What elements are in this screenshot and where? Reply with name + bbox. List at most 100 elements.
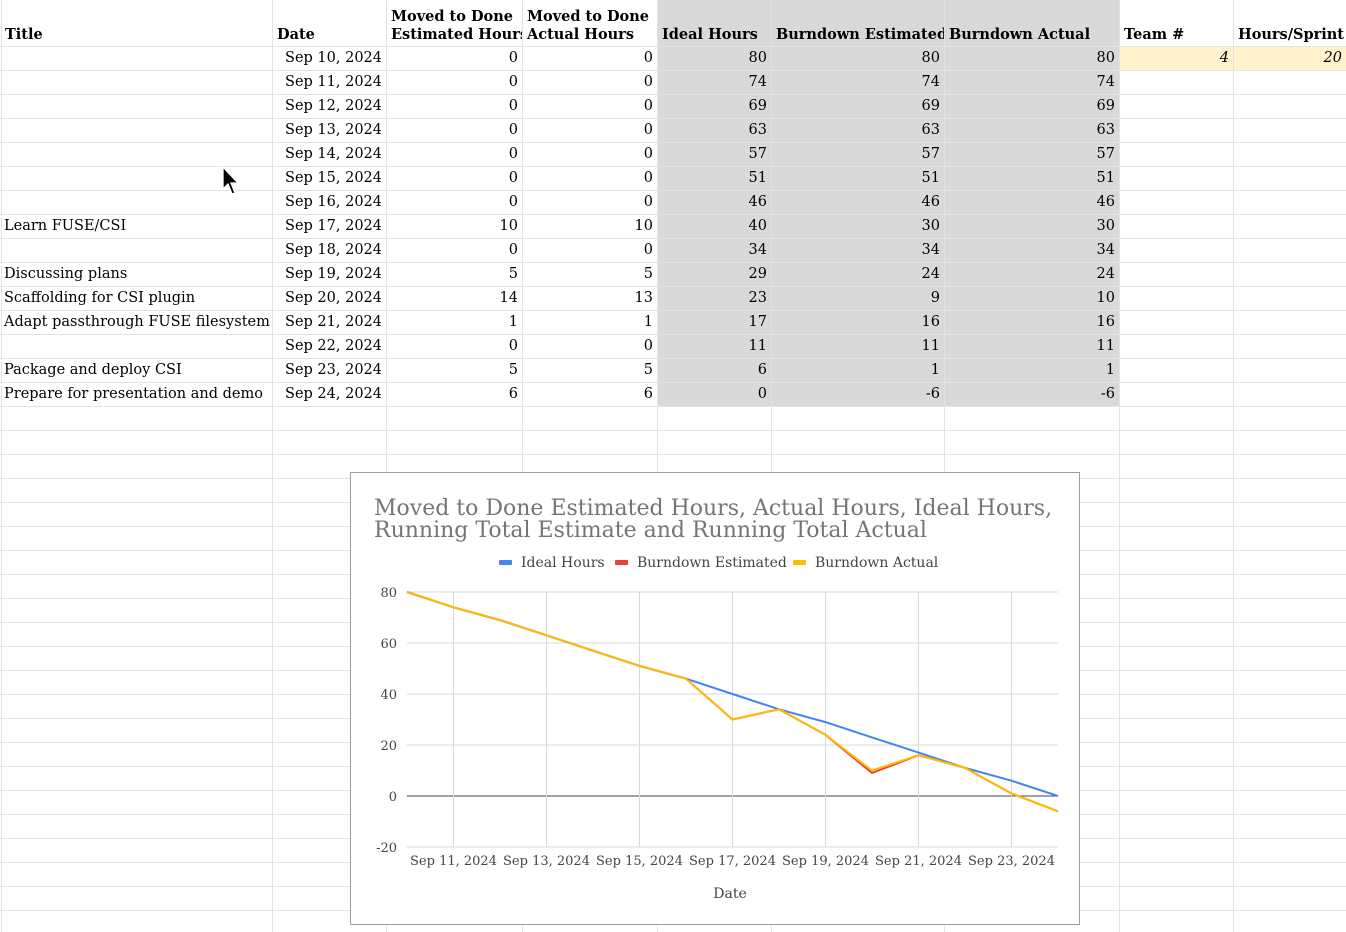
cell-est[interactable]: 0 <box>508 74 518 90</box>
cell-burn-est[interactable]: 80 <box>921 50 940 66</box>
cell-act[interactable]: 1 <box>643 314 653 330</box>
cell-title[interactable] <box>0 143 272 166</box>
header-est[interactable]: Moved to Done Estimated Hours <box>386 0 522 46</box>
cell-ideal[interactable]: 51 <box>748 170 767 186</box>
cell-est[interactable]: 0 <box>508 170 518 186</box>
cell-burn-est[interactable]: -6 <box>925 386 940 402</box>
cell-act[interactable]: 0 <box>643 242 653 258</box>
cell-date[interactable]: Sep 16, 2024 <box>285 194 382 210</box>
cell-date[interactable]: Sep 23, 2024 <box>285 362 382 378</box>
cell-est[interactable]: 14 <box>499 290 518 306</box>
cell-burn-est[interactable]: 63 <box>921 122 940 138</box>
cell-est[interactable]: 0 <box>508 50 518 66</box>
cell-ideal[interactable]: 80 <box>748 50 767 66</box>
cell-burn-est[interactable]: 51 <box>921 170 940 186</box>
cell-burn-est[interactable]: 30 <box>921 218 940 234</box>
header-burn-est[interactable]: Burndown Estimated <box>771 0 944 46</box>
cell-ideal[interactable]: 57 <box>748 146 767 162</box>
hours-per-sprint-cell[interactable]: 20 <box>1323 50 1342 66</box>
cell-est[interactable]: 6 <box>508 386 518 402</box>
cell-ideal[interactable]: 34 <box>748 242 767 258</box>
cell-act[interactable]: 0 <box>643 122 653 138</box>
cell-date[interactable]: Sep 14, 2024 <box>285 146 382 162</box>
cell-burn-act[interactable]: 80 <box>1096 50 1115 66</box>
cell-act[interactable]: 10 <box>634 218 653 234</box>
header-ideal[interactable]: Ideal Hours <box>657 0 771 46</box>
cell-date[interactable]: Sep 17, 2024 <box>285 218 382 234</box>
cell-act[interactable]: 13 <box>634 290 653 306</box>
cell-ideal[interactable]: 46 <box>748 194 767 210</box>
cell-date[interactable]: Sep 15, 2024 <box>285 170 382 186</box>
cell-burn-act[interactable]: 69 <box>1096 98 1115 114</box>
cell-ideal[interactable]: 69 <box>748 98 767 114</box>
cell-act[interactable]: 5 <box>643 266 653 282</box>
cell-burn-act[interactable]: 11 <box>1096 338 1115 354</box>
cell-burn-act[interactable]: 30 <box>1096 218 1115 234</box>
cell-est[interactable]: 1 <box>508 314 518 330</box>
cell-date[interactable]: Sep 18, 2024 <box>285 242 382 258</box>
cell-title[interactable]: Adapt passthrough FUSE filesystem <box>4 314 270 330</box>
cell-ideal[interactable]: 29 <box>748 266 767 282</box>
cell-est[interactable]: 0 <box>508 338 518 354</box>
cell-burn-act[interactable]: 74 <box>1096 74 1115 90</box>
cell-title[interactable]: Learn FUSE/CSI <box>4 218 127 234</box>
cell-burn-act[interactable]: 63 <box>1096 122 1115 138</box>
cell-ideal[interactable]: 17 <box>748 314 767 330</box>
cell-title[interactable] <box>0 119 272 142</box>
cell-burn-act[interactable]: 16 <box>1096 314 1115 330</box>
cell-est[interactable]: 0 <box>508 146 518 162</box>
cell-burn-act[interactable]: 57 <box>1096 146 1115 162</box>
cell-act[interactable]: 5 <box>643 362 653 378</box>
cell-burn-act[interactable]: 10 <box>1096 290 1115 306</box>
cell-act[interactable]: 0 <box>643 74 653 90</box>
cell-burn-act[interactable]: 51 <box>1096 170 1115 186</box>
cell-burn-est[interactable]: 9 <box>930 290 940 306</box>
cell-burn-est[interactable]: 34 <box>921 242 940 258</box>
cell-est[interactable]: 0 <box>508 242 518 258</box>
cell-date[interactable]: Sep 12, 2024 <box>285 98 382 114</box>
cell-act[interactable]: 0 <box>643 98 653 114</box>
cell-act[interactable]: 0 <box>643 338 653 354</box>
cell-title[interactable] <box>0 335 272 358</box>
cell-burn-est[interactable]: 57 <box>921 146 940 162</box>
cell-ideal[interactable]: 11 <box>748 338 767 354</box>
cell-burn-act[interactable]: 1 <box>1105 362 1115 378</box>
cell-act[interactable]: 0 <box>643 170 653 186</box>
cell-burn-est[interactable]: 11 <box>921 338 940 354</box>
cell-est[interactable]: 0 <box>508 194 518 210</box>
cell-est[interactable]: 10 <box>499 218 518 234</box>
cell-date[interactable]: Sep 11, 2024 <box>285 74 382 90</box>
burndown-chart[interactable]: Moved to Done Estimated Hours, Actual Ho… <box>350 472 1080 925</box>
cell-date[interactable]: Sep 21, 2024 <box>285 314 382 330</box>
cell-date[interactable]: Sep 19, 2024 <box>285 266 382 282</box>
cell-title[interactable] <box>0 239 272 262</box>
cell-est[interactable]: 5 <box>508 266 518 282</box>
cell-date[interactable]: Sep 22, 2024 <box>285 338 382 354</box>
header-act[interactable]: Moved to Done Actual Hours <box>522 0 657 46</box>
cell-ideal[interactable]: 40 <box>748 218 767 234</box>
header-hours-sprint[interactable]: Hours/Sprint <box>1233 0 1346 46</box>
cell-burn-est[interactable]: 1 <box>930 362 940 378</box>
cell-burn-est[interactable]: 69 <box>921 98 940 114</box>
cell-title[interactable]: Package and deploy CSI <box>4 362 182 378</box>
cell-date[interactable]: Sep 24, 2024 <box>285 386 382 402</box>
cell-burn-est[interactable]: 74 <box>921 74 940 90</box>
cell-title[interactable]: Scaffolding for CSI plugin <box>4 290 196 306</box>
cell-burn-act[interactable]: 46 <box>1096 194 1115 210</box>
cell-est[interactable]: 0 <box>508 122 518 138</box>
header-date[interactable]: Date <box>272 0 386 46</box>
cell-date[interactable]: Sep 13, 2024 <box>285 122 382 138</box>
cell-burn-act[interactable]: 24 <box>1096 266 1115 282</box>
cell-burn-act[interactable]: -6 <box>1100 386 1115 402</box>
cell-title[interactable] <box>0 95 272 118</box>
cell-est[interactable]: 5 <box>508 362 518 378</box>
cell-burn-est[interactable]: 46 <box>921 194 940 210</box>
cell-act[interactable]: 6 <box>643 386 653 402</box>
header-title[interactable]: Title <box>0 0 272 46</box>
cell-ideal[interactable]: 6 <box>757 362 767 378</box>
cell-act[interactable]: 0 <box>643 146 653 162</box>
cell-est[interactable]: 0 <box>508 98 518 114</box>
cell-ideal[interactable]: 23 <box>748 290 767 306</box>
cell-title[interactable] <box>0 71 272 94</box>
cell-act[interactable]: 0 <box>643 194 653 210</box>
